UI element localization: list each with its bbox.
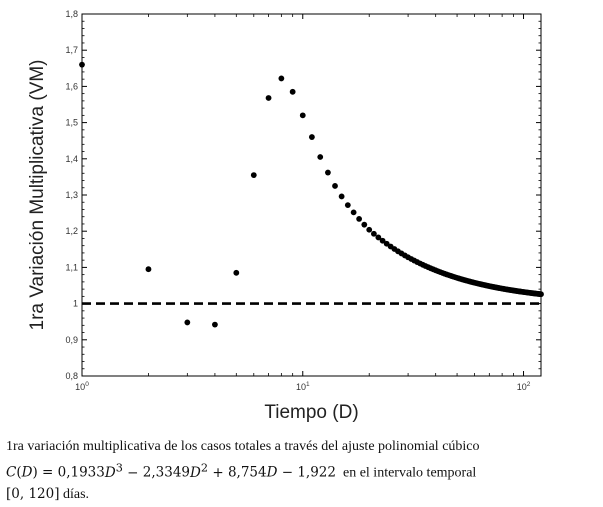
data-point <box>250 172 257 178</box>
data-point <box>212 321 218 328</box>
data-point <box>338 193 345 200</box>
y-tick-label: 1,3 <box>65 190 78 200</box>
y-tick-label: 1,7 <box>65 45 78 55</box>
data-point <box>265 95 272 101</box>
data-point <box>350 209 357 216</box>
data-point <box>538 291 544 298</box>
data-point <box>145 266 152 273</box>
coef-quadratic: 2,3349 <box>142 464 191 481</box>
data-point <box>79 61 85 68</box>
formula-lhs: C(D) = <box>6 464 58 481</box>
caption-line-1: 1ra variación multiplicativa de los caso… <box>6 439 480 454</box>
figure-caption: 1ra variación multiplicativa de los caso… <box>6 436 598 505</box>
plot-frame <box>81 13 542 377</box>
caption-line-3: [0, 120] días. <box>6 484 598 505</box>
data-point <box>344 202 351 209</box>
y-tick-label: 1,4 <box>65 154 78 164</box>
data-point <box>325 169 331 176</box>
y-tick-label: 1,8 <box>65 9 78 19</box>
data-point <box>356 215 363 222</box>
data-point <box>299 112 306 119</box>
caption-formula-line: C(D) = 0,1933D3 − 2,3349D2 + 8,754D − 1,… <box>6 461 477 481</box>
y-tick-label: 0,9 <box>65 335 78 345</box>
x-axis-title: Tiempo (D) <box>264 402 358 423</box>
y-tick-label: 1,2 <box>65 226 78 236</box>
data-point <box>370 230 377 237</box>
y-axis-title: 1ra Variación Multiplicativa (VM) <box>27 59 48 330</box>
data-point <box>379 237 386 244</box>
x-tick-label: 102 <box>517 381 531 392</box>
y-tick-label: 0,8 <box>65 371 78 381</box>
data-point <box>184 319 191 326</box>
y-tick-label: 1 <box>73 299 78 309</box>
data-point <box>278 75 285 82</box>
data-point <box>375 234 382 241</box>
x-tick-label: 100 <box>75 381 89 392</box>
x-tick-label: 101 <box>296 381 310 392</box>
scatter-chart: 0,8 0,9 1 1,1 1,2 1,3 1,4 1,5 1,6 1,7 1,8 100 101 102… <box>27 9 544 423</box>
chart-figure: 0,8 0,9 1 1,1 1,2 1,3 1,4 1,5 1,6 1,7 1,8 100 101 102… <box>27 9 544 423</box>
y-tick-label: 1,6 <box>65 81 78 91</box>
coef-linear: 8,754 <box>227 464 267 481</box>
data-point <box>366 226 373 233</box>
y-tick-label: 1,5 <box>65 118 78 128</box>
data-point <box>233 269 240 276</box>
caption-interval: [0, 120] <box>6 485 60 502</box>
coef-constant: 1,922 <box>297 464 336 481</box>
caption-unit: días. <box>62 486 90 502</box>
data-point <box>332 183 338 189</box>
data-point <box>317 154 324 160</box>
data-point <box>308 134 315 140</box>
caption-interval-text: en el intervalo temporal <box>342 465 477 481</box>
y-tick-label: 1,1 <box>65 262 78 272</box>
coef-cubic: 0,1933 <box>57 464 105 481</box>
data-point <box>361 221 368 228</box>
data-point <box>289 88 296 95</box>
